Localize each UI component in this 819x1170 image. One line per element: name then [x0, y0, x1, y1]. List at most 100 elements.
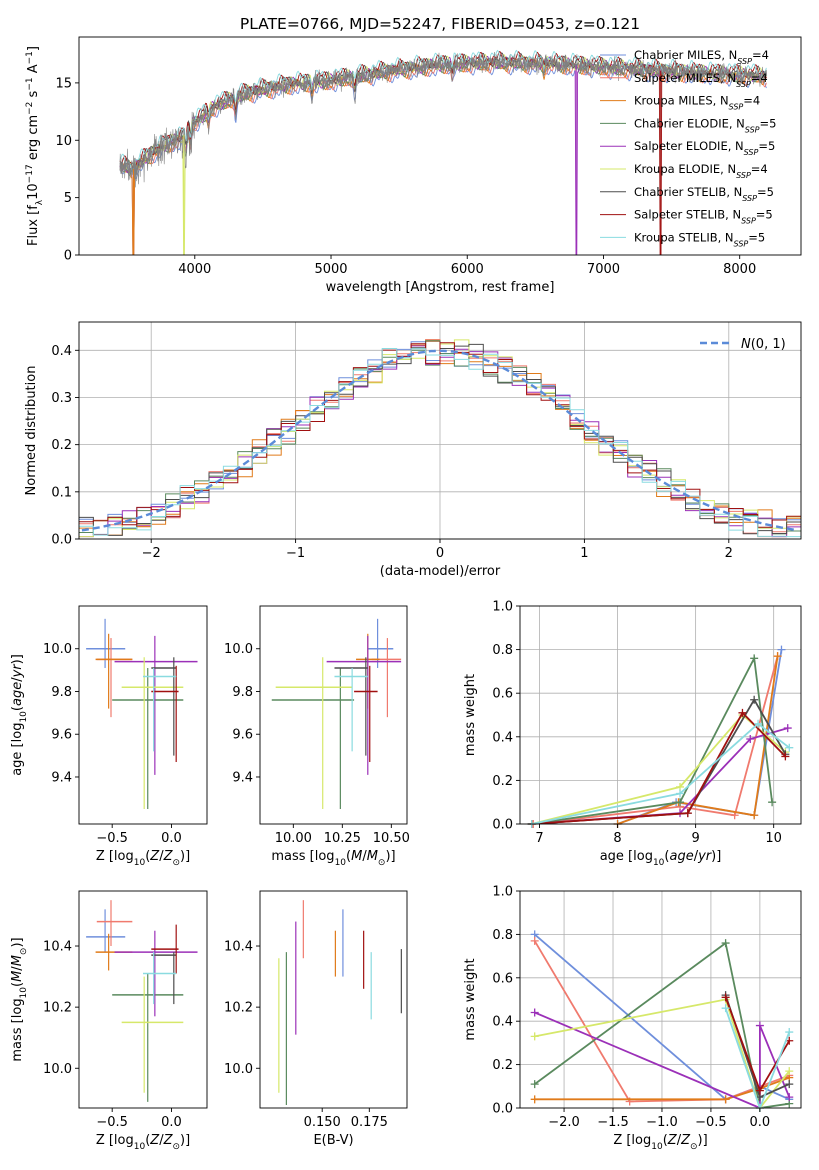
spectrum-model-line: [119, 56, 767, 255]
tick-label-y: 1.0: [492, 885, 513, 900]
tick-label-y: 0.0: [51, 533, 72, 548]
legend-label: Chabrier ELODIE, NSSP=5: [634, 116, 776, 133]
spectrum-legend: Chabrier MILES, NSSP=4 Salpeter MILES, NS…: [600, 48, 776, 248]
weight-point-marker: [781, 752, 790, 761]
tick-label-y: 0.3: [51, 391, 72, 406]
tick-label-x: 10.00: [275, 831, 312, 846]
weight-point-marker: [785, 1093, 794, 1102]
tick-label-x: −1: [286, 546, 305, 561]
weight-point-marker: [721, 1004, 730, 1013]
tick-label-x: 10: [765, 831, 782, 846]
tick-label-y: 10.2: [224, 1001, 253, 1016]
axis-label-x: age [log10(age/yr)]: [600, 849, 722, 868]
tick-label-y: 9.6: [232, 728, 253, 743]
weight-point-marker: [785, 1080, 794, 1089]
tick-label-x: −0.5: [96, 831, 128, 846]
tick-label-y: 10.0: [224, 642, 253, 657]
weight-point-marker: [755, 1086, 764, 1095]
tick-label-y: 10.4: [224, 940, 253, 955]
tick-label-y: 0.6: [492, 971, 513, 986]
tick-label-y: 10.0: [224, 1062, 253, 1077]
weight-point-marker: [785, 1067, 794, 1076]
axes-frame: [259, 890, 408, 1109]
weight-series-line: [534, 941, 790, 1108]
tick-label-y: 0.8: [492, 643, 513, 658]
axis-label-y: age [log10(age/yr)]: [10, 654, 29, 776]
weight-point-marker: [746, 734, 755, 743]
axis-label-x: Z [log10(Z/Z⊙)]: [613, 1133, 707, 1152]
axes-frame: [78, 890, 208, 1109]
weight-point-marker: [750, 811, 759, 820]
tick-label-y: 10.4: [43, 940, 72, 955]
tick-label-x: −2.0: [548, 1115, 580, 1130]
tick-label-x: −0.5: [96, 1115, 128, 1130]
chart-spectrum: 4000 5000 6000 7000 8000 0 5 10 15 wavelength [An…: [25, 36, 802, 295]
weight-series-line: [531, 722, 790, 824]
tick-label-x: 7: [535, 831, 543, 846]
tick-label-y: 9.8: [232, 685, 253, 700]
tick-label-x: 0.0: [161, 831, 182, 846]
axis-label-y: mass weight: [463, 674, 478, 756]
weight-point-marker: [721, 1095, 730, 1104]
tick-label-y: 0.4: [492, 730, 513, 745]
tick-label-y: 0.0: [492, 1102, 513, 1117]
tick-label-x: −0.5: [695, 1115, 727, 1130]
axis-label-y: mass weight: [463, 958, 478, 1040]
weight-point-marker: [777, 645, 786, 654]
tick-label-y: 0.2: [492, 1058, 513, 1073]
weight-series-line: [534, 1011, 791, 1108]
spectrum-observed-line: [119, 51, 768, 188]
tick-label-x: 0.0: [161, 1115, 182, 1130]
chart-age-vs-Z: −0.5 0.0 9.4 9.6 9.8 10.0 Z [log10(Z/Z⊙)] age […: [10, 605, 208, 868]
tick-label-y: 9.4: [51, 770, 72, 785]
weight-point-marker: [721, 993, 730, 1002]
tick-label-y: 10: [55, 134, 72, 149]
tick-label-y: 0.1: [51, 485, 72, 500]
weight-series-line: [724, 1007, 791, 1108]
weight-point-marker: [530, 1032, 539, 1041]
chart-age-vs-mass: 10.00 10.25 10.50 9.4 9.6 9.8 10.0 mass [log10(…: [224, 605, 410, 868]
tick-label-x: −2: [142, 546, 161, 561]
weight-point-marker: [683, 809, 692, 818]
tick-label-x: 1: [580, 546, 588, 561]
tick-label-x: 2: [725, 546, 733, 561]
legend-label: Kroupa ELODIE, NSSP=4: [634, 162, 768, 180]
tick-label-x: 8: [613, 831, 621, 846]
weight-point-marker: [783, 724, 792, 733]
weight-point-marker: [755, 1021, 764, 1030]
axis-label-x: (data-model)/error: [380, 564, 501, 579]
weight-point-marker: [721, 939, 730, 948]
tick-label-y: 10.2: [43, 1001, 72, 1016]
axis-label-x: Z [log10(Z/Z⊙)]: [96, 1133, 190, 1152]
tick-label-x: 0: [436, 546, 444, 561]
chart-weight-vs-Z: −2.0 −1.5 −1.0 −0.5 0.0 0.0 0.2 0.4 0.6 0.8 1.0 Z […: [463, 885, 802, 1152]
tick-label-y: 0.2: [51, 438, 72, 453]
weight-point-marker: [738, 708, 747, 717]
tick-label-x: 8000: [723, 262, 756, 277]
axis-label-x: mass [log10(M/M⊙)]: [271, 849, 395, 868]
normal-reference-curve: [81, 349, 796, 532]
axis-label-x: Z [log10(Z/Z⊙)]: [96, 849, 190, 868]
tick-label-x: 4000: [178, 262, 211, 277]
chart-mass-vs-EBV: 0.150 0.175 10.0 10.2 10.4 E(B-V): [224, 890, 408, 1148]
tick-label-x: 6000: [451, 262, 484, 277]
axes-frame: [78, 605, 208, 825]
tick-label-x: −1.0: [646, 1115, 678, 1130]
weight-point-marker: [768, 798, 777, 807]
legend-label: Chabrier STELIB, NSSP=5: [634, 185, 774, 203]
tick-label-y: 10.0: [43, 642, 72, 657]
tick-label-y: 0.2: [492, 774, 513, 789]
tick-label-y: 0.4: [51, 344, 72, 359]
chart-mass-vs-Z: −0.5 0.0 10.0 10.2 10.4 Z [log10(Z/Z⊙)] mass […: [10, 890, 208, 1152]
legend-label: Kroupa MILES, NSSP=4: [634, 94, 760, 112]
axis-label-y: Flux [fλ10−17 erg cm−2 s−1 A−1]: [25, 46, 45, 246]
weight-point-marker: [785, 1028, 794, 1037]
axes-frame: [259, 605, 408, 825]
weight-point-marker: [530, 1080, 539, 1089]
axis-label-x: E(B-V): [313, 1133, 353, 1148]
axis-label-y: mass [log10(M/M⊙)]: [10, 937, 29, 1061]
tick-label-x: −1.5: [597, 1115, 629, 1130]
weight-point-marker: [754, 719, 763, 728]
legend-label: Salpeter ELODIE, NSSP=5: [634, 139, 775, 157]
